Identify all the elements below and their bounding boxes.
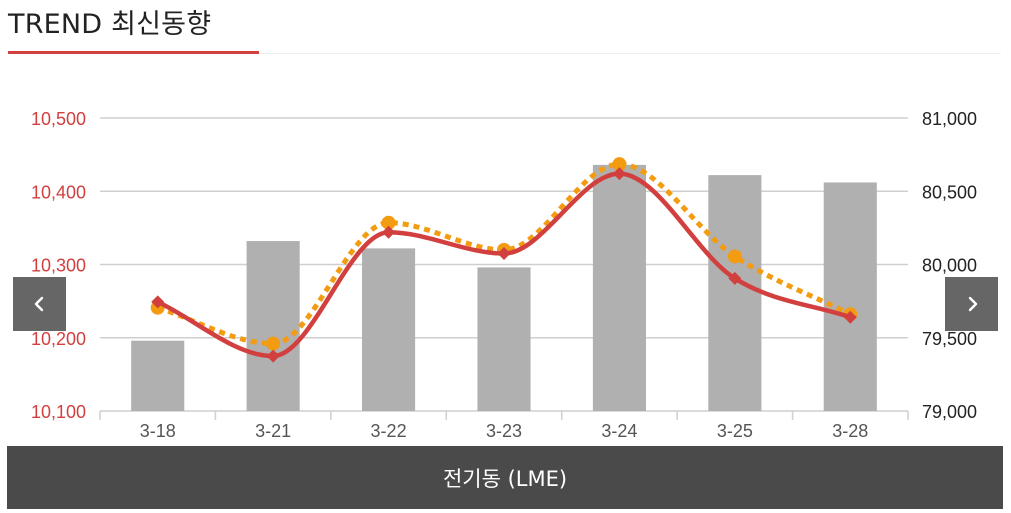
x-axis-tick-label: 3-25 — [717, 421, 753, 441]
right-axis-tick-label: 79,000 — [922, 402, 977, 422]
x-axis-tick-label: 3-22 — [371, 421, 407, 441]
left-axis-tick-label: 10,500 — [31, 109, 86, 129]
right-axis-tick-label: 80,000 — [922, 256, 977, 276]
bar — [362, 248, 416, 411]
left-axis-tick-label: 10,200 — [31, 329, 86, 349]
right-axis-tick-label: 81,000 — [922, 109, 977, 129]
bar — [823, 182, 877, 411]
chevron-left-icon — [34, 296, 43, 312]
next-button[interactable] — [945, 277, 998, 331]
title-divider — [259, 53, 1001, 54]
red-series-point — [497, 247, 511, 261]
x-axis-tick-label: 3-18 — [140, 421, 176, 441]
bar — [246, 241, 300, 411]
trend-chart: 10,100 10,200 10,300 10,400 10,500 79,000 79,5… — [31, 109, 977, 441]
red-series-point — [843, 310, 857, 324]
red-series-point — [612, 167, 626, 181]
x-axis-tick-label: 3-23 — [486, 421, 522, 441]
orange-series-point — [266, 336, 281, 351]
right-axis-tick-label: 80,500 — [922, 182, 977, 202]
title-underline — [8, 51, 259, 54]
x-axis-tick-label: 3-28 — [832, 421, 868, 441]
x-axis-tick-label: 3-24 — [601, 421, 637, 441]
left-axis-tick-label: 10,100 — [31, 402, 86, 422]
red-series-point — [382, 225, 396, 239]
commodity-label: 전기동 (LME) — [442, 466, 568, 491]
red-series-point — [151, 295, 165, 309]
page-title: TREND 최신동향 — [8, 9, 212, 40]
bar — [477, 267, 531, 411]
prev-button[interactable] — [13, 277, 66, 331]
left-axis-tick-label: 10,300 — [31, 256, 86, 276]
bar — [592, 164, 646, 411]
right-axis-tick-label: 79,500 — [922, 329, 977, 349]
orange-series-point — [727, 249, 742, 264]
bar — [131, 340, 185, 411]
red-series-point — [266, 349, 280, 363]
x-axis-tick-label: 3-21 — [255, 421, 291, 441]
bar — [708, 175, 762, 411]
orange-series-point — [381, 215, 396, 230]
chevron-right-icon — [968, 296, 977, 312]
red-series-point — [728, 271, 742, 285]
footer-bar: 전기동 (LME) — [7, 446, 1003, 509]
orange-series-point — [612, 157, 627, 172]
left-axis-tick-label: 10,400 — [31, 182, 86, 202]
